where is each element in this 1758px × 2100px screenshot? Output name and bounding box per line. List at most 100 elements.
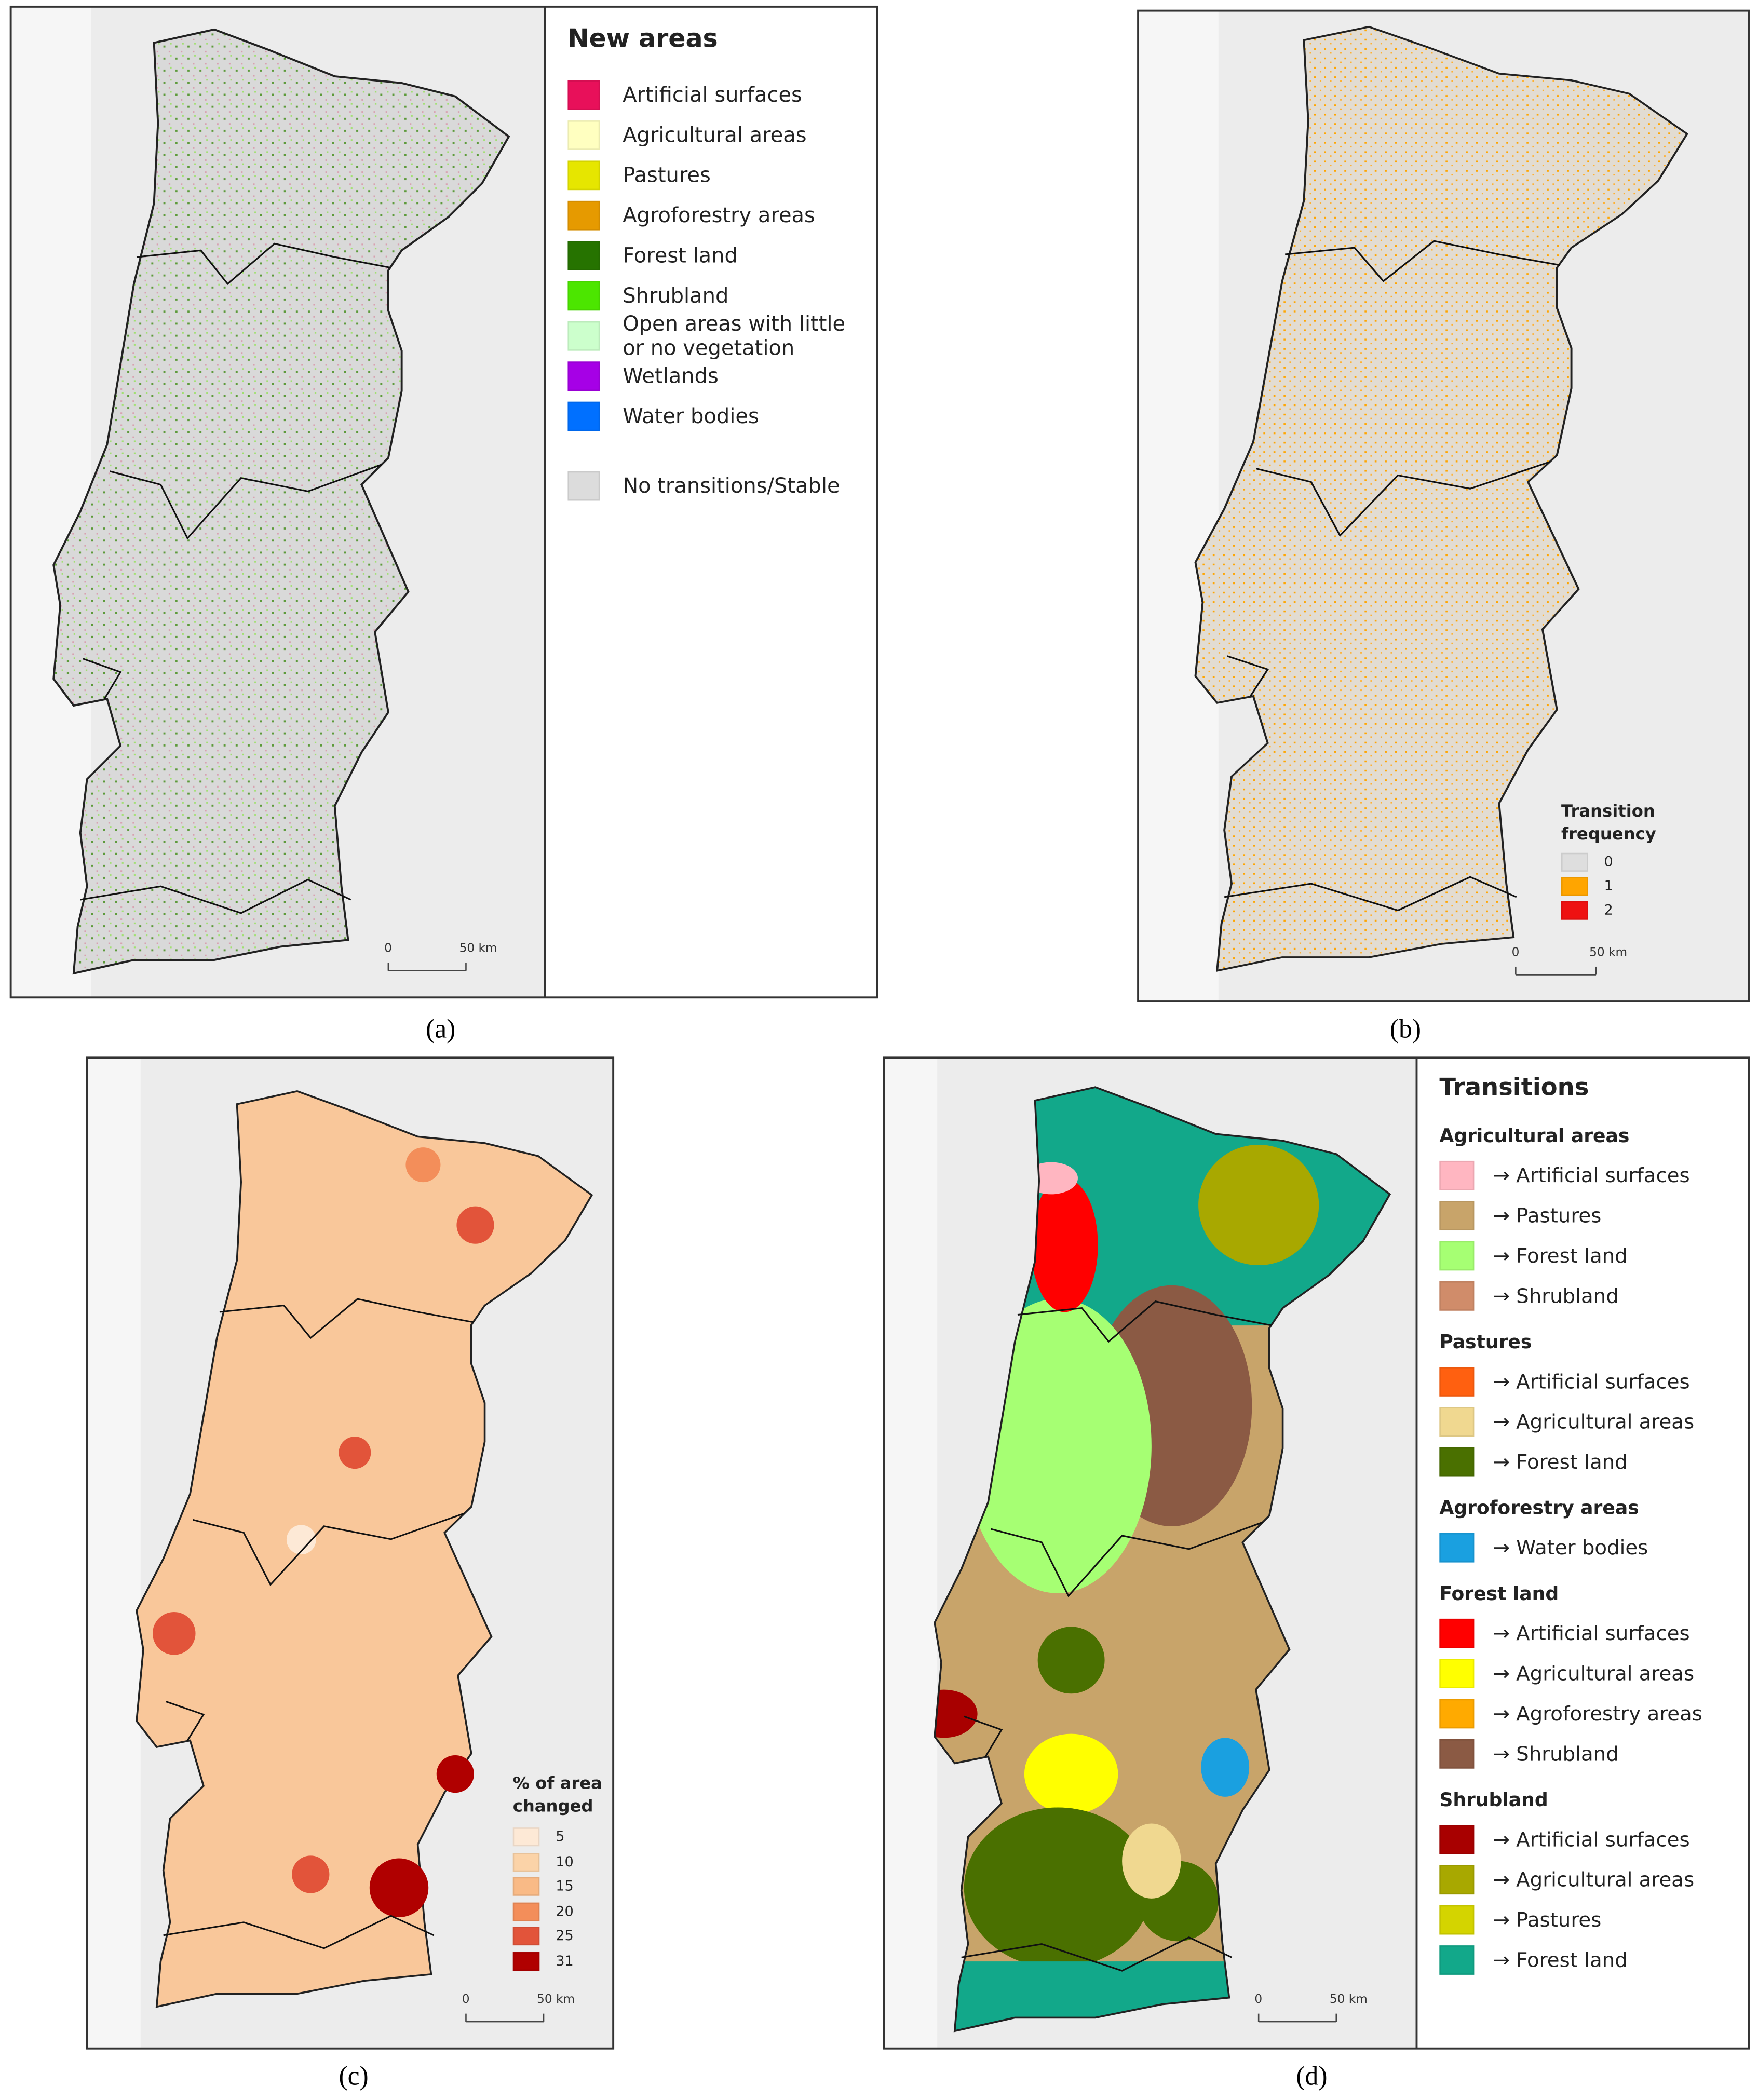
legend-swatch [567,241,600,270]
legend-item: 15 [512,1874,613,1899]
legend-label: → Pastures [1493,1203,1602,1228]
legend-label: 25 [556,1928,574,1945]
legend-label: → Shrubland [1493,1742,1619,1766]
sea [87,1058,141,2049]
legend-title: Transition frequency [1561,801,1656,844]
legend-swatch [567,321,600,351]
panel-label: (c) [339,2062,369,2092]
panel-frame [86,1056,615,2050]
legend-swatch [512,1902,540,1921]
legend-swatch [567,361,600,391]
legend-swatch [1439,1699,1475,1729]
legend-label: → Artificial surfaces [1493,1163,1690,1188]
scale-end: 50 km [459,942,497,956]
legend-label: Forest land [623,243,738,268]
legend-item: 0 [1561,850,1682,874]
legend-label: 31 [556,1953,574,1969]
legend-item: 1 [1561,874,1682,898]
legend-swatch [512,1852,540,1872]
scale-end: 50 km [1589,946,1628,960]
legend-swatch [1439,1447,1475,1477]
legend-title: Transitions [1439,1074,1589,1102]
legend-label: Pastures [623,163,711,188]
scale-bar [387,963,467,971]
legend-item: 25 [512,1924,613,1949]
panel-frame [1137,9,1750,1002]
legend-item: Pastures [567,155,869,195]
legend-label: → Agricultural areas [1493,1410,1695,1434]
legend-label: Open areas with little or no vegetation [623,311,846,360]
scale-start: 0 [1254,1993,1263,2007]
legend-label: Agricultural areas [623,123,807,147]
panel-label: (b) [1389,1014,1422,1045]
legend-label: → Agroforestry areas [1493,1701,1702,1726]
legend-item: → Agricultural areas [1439,1860,1747,1900]
legend-item: Shrubland [567,276,869,316]
legend-swatch [1439,1201,1475,1231]
legend-item: → Agricultural areas [1439,1402,1747,1442]
panel-frame [9,5,878,999]
legend-label: Wetlands [623,364,719,388]
legend-label: → Forest land [1493,1449,1628,1474]
sea [884,1058,938,2049]
legend-label: → Forest land [1493,1243,1628,1268]
legend-item: → Water bodies [1439,1528,1747,1568]
legend: New areas Artificial surfaces Agricultural… [567,24,869,506]
legend-group: Shrubland → Artificial surfaces → Agricult… [1439,1790,1747,1980]
legend-group: Agricultural areas → Artificial surfaces →… [1439,1126,1747,1316]
legend-label: → Artificial surfaces [1493,1827,1690,1852]
legend-group: Agroforestry areas → Water bodies [1439,1498,1747,1568]
scale-end: 50 km [1329,1993,1368,2007]
panel-frame [883,1056,1750,2050]
legend-label: 15 [556,1878,574,1895]
legend-label: → Artificial surfaces [1493,1370,1690,1394]
legend-swatch [1439,1367,1475,1397]
legend-label: → Shrubland [1493,1284,1619,1308]
legend-item: Forest land [567,236,869,276]
legend-label: Artificial surfaces [623,83,802,107]
legend-label: 1 [1604,878,1613,895]
legend-swatch [1439,1281,1475,1311]
legend-group-title: Agricultural areas [1439,1126,1630,1148]
legend-swatch [512,1827,540,1847]
legend-item: → Pastures [1439,1900,1747,1940]
legend-label: 2 [1604,902,1613,919]
legend-item: → Pastures [1439,1196,1747,1236]
legend-item: Wetlands [567,356,869,396]
legend: % of area changed 5 10 15 20 25 31 [512,1771,613,1973]
legend-group: Pastures → Artificial surfaces → Agricultu… [1439,1332,1747,1482]
legend-label: → Pastures [1493,1907,1602,1932]
legend-item: → Artificial surfaces [1439,1156,1747,1196]
legend-item: Artificial surfaces [567,75,869,115]
legend-swatch [1561,877,1588,896]
legend-label: No transitions/Stable [623,473,840,498]
legend-swatch [1439,1241,1475,1271]
legend-item: Agroforestry areas [567,196,869,236]
legend-label: → Agricultural areas [1493,1661,1695,1686]
legend-item: Agricultural areas [567,115,869,155]
legend-group-title: Agroforestry areas [1439,1498,1639,1520]
legend-label: Water bodies [623,404,759,429]
municipality-highlights [152,1147,494,1917]
legend-item: No transitions/Stable [567,466,869,506]
scale-start: 0 [1511,946,1520,960]
legend-item: Open areas with little or no vegetation [567,312,869,360]
legend-swatch [1439,1945,1475,1975]
legend-item: → Forest land [1439,1442,1747,1482]
legend-label: → Agricultural areas [1493,1867,1695,1892]
legend-gap [567,437,869,466]
legend-swatch [567,200,600,231]
legend-label: 10 [556,1854,574,1871]
legend-item: → Forest land [1439,1236,1747,1276]
legend-label: → Forest land [1493,1948,1628,1972]
legend: Transitions Agricultural areas → Artificia… [1439,1074,1747,1996]
legend-swatch [1439,1407,1475,1437]
legend-title: % of area changed [512,1772,602,1816]
legend-swatch [512,1952,540,1971]
legend-swatch [567,80,600,110]
scale-bar [1515,966,1597,976]
legend-swatch [567,120,600,150]
legend-swatch [1439,1905,1475,1935]
legend-item: Water bodies [567,396,869,436]
